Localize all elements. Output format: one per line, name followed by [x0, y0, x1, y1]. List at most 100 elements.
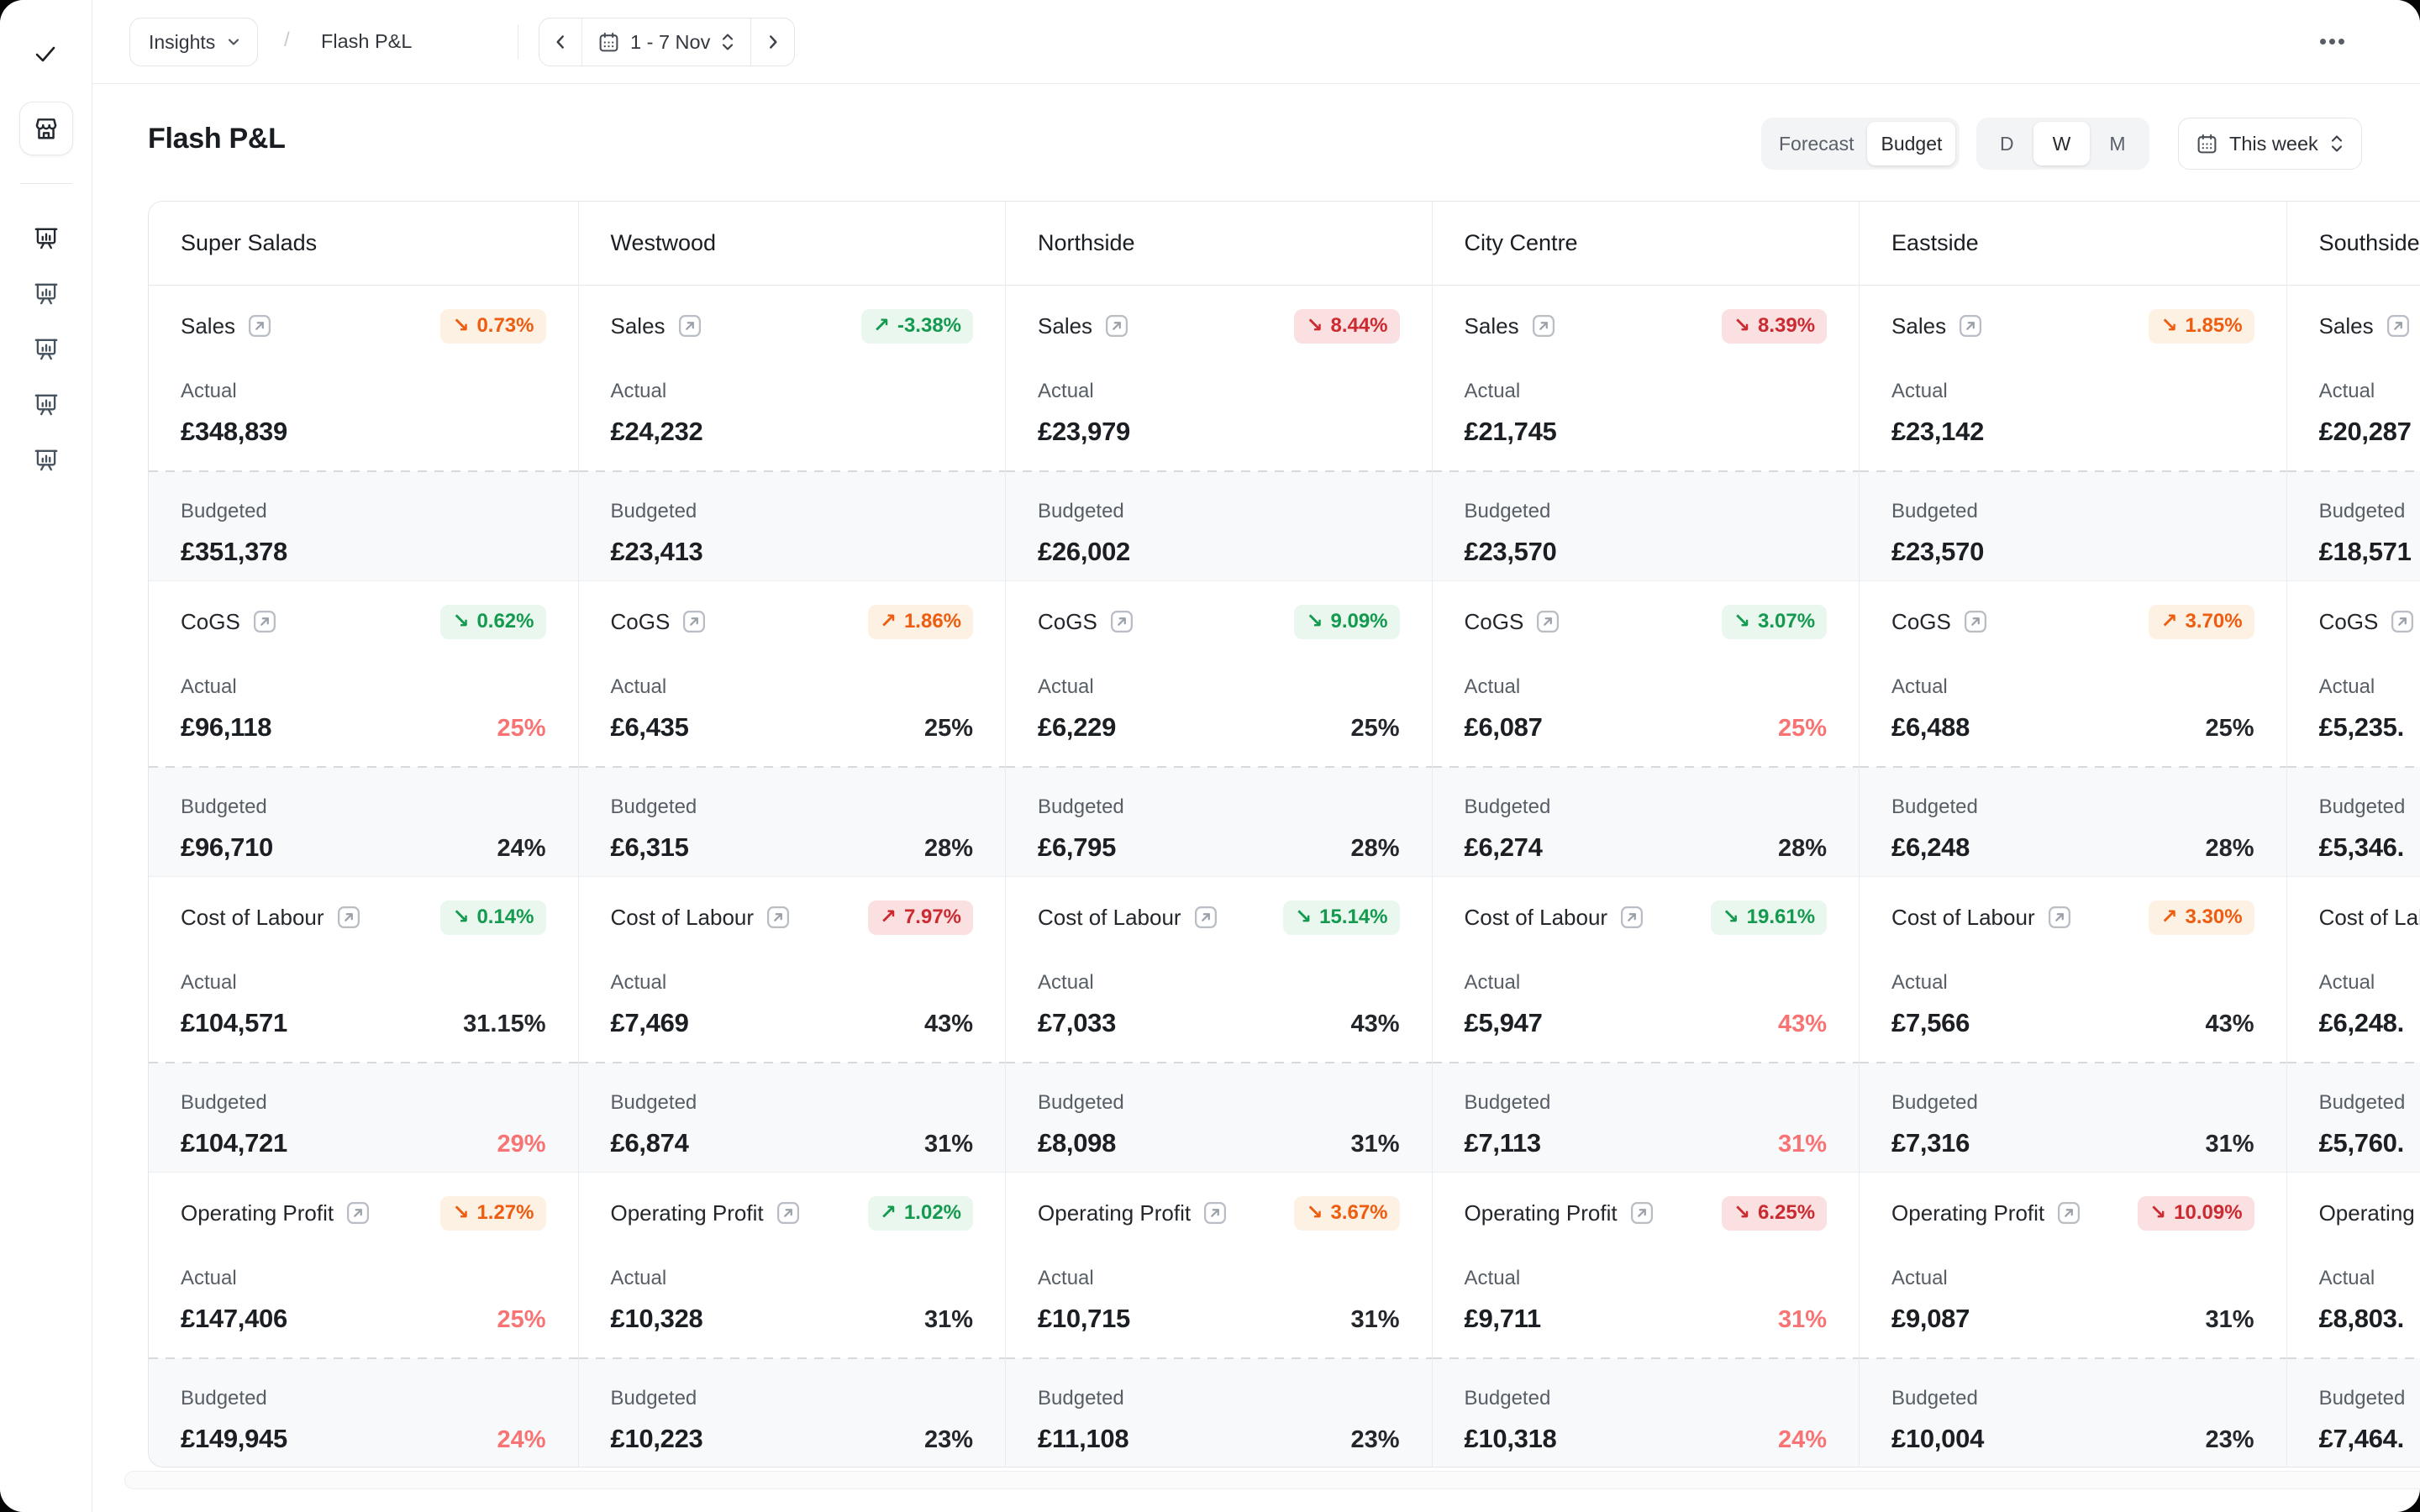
granularity-option-week[interactable]: W — [2033, 122, 2091, 165]
date-range-button[interactable]: 1 - 7 Nov — [582, 18, 750, 66]
prev-period-button[interactable] — [539, 18, 582, 66]
external-link-icon[interactable] — [247, 313, 272, 339]
metric-label: Operating Profit — [2318, 1200, 2420, 1226]
external-link-icon[interactable] — [2386, 313, 2411, 339]
metric-label: Operating Profit — [1464, 1200, 1618, 1226]
trend-badge: ↗ 3.70% — [2149, 604, 2254, 639]
dashed-divider — [1432, 766, 1860, 768]
external-link-icon[interactable] — [776, 1200, 801, 1226]
external-link-icon[interactable] — [1104, 313, 1129, 339]
sidebar-item-dashboard-4[interactable] — [32, 391, 60, 419]
budgeted-block: Budgeted £6,274 28% — [1432, 766, 1860, 876]
mode-option-forecast[interactable]: Forecast — [1779, 132, 1854, 155]
budgeted-label: Budgeted — [1038, 500, 1124, 522]
trend-value: 1.02% — [903, 1201, 962, 1224]
granularity-option-month[interactable]: M — [2109, 132, 2126, 155]
actual-label: Actual — [1038, 675, 1094, 698]
external-link-icon[interactable] — [1109, 609, 1134, 634]
budgeted-value: £6,795 — [1038, 832, 1117, 862]
budgeted-label: Budgeted — [2318, 500, 2406, 522]
budgeted-block: Budgeted £10,318 24% — [1432, 1357, 1860, 1467]
external-link-icon[interactable] — [2056, 1200, 2081, 1226]
external-link-icon[interactable] — [677, 313, 702, 339]
actual-value: £6,248. — [2318, 1008, 2405, 1037]
trend-badge: ↘ 8.44% — [1294, 308, 1400, 344]
trend-arrow-icon: ↗ — [879, 906, 897, 928]
trend-arrow-icon: ↗ — [872, 314, 890, 337]
metric-section: Operating Profit ↘ 1.27% Actual £147,406… — [149, 1173, 578, 1467]
actual-value: £24,232 — [610, 417, 703, 446]
budgeted-label: Budgeted — [181, 500, 267, 522]
actual-label: Actual — [610, 1267, 667, 1289]
sidebar-item-dashboard-1[interactable] — [32, 224, 60, 253]
next-period-button[interactable] — [750, 18, 794, 66]
trend-value: 8.39% — [1757, 314, 1816, 337]
external-link-icon[interactable] — [1619, 905, 1644, 930]
external-link-icon[interactable] — [1193, 905, 1218, 930]
store-column-header: City Centre — [1432, 202, 1860, 286]
external-link-icon[interactable] — [765, 905, 791, 930]
trend-arrow-icon: ↘ — [452, 906, 470, 928]
metric-section: Operating Profit ↘ 3.67% Actual £10,715 … — [1006, 1173, 1432, 1467]
budgeted-value: £10,223 — [610, 1424, 703, 1453]
breadcrumb-insights-dropdown[interactable]: Insights — [129, 18, 259, 66]
budgeted-block: Budgeted £6,874 31% — [578, 1062, 1006, 1172]
external-link-icon[interactable] — [1202, 1200, 1228, 1226]
period-selector[interactable]: This week — [2178, 118, 2362, 170]
store-name: Super Salads — [181, 230, 318, 255]
horizontal-scrollbar-track[interactable] — [124, 1471, 2420, 1489]
actual-pct: 43% — [2205, 1011, 2254, 1037]
metric-label: Sales — [1038, 312, 1093, 339]
actual-pct: 31% — [1350, 1306, 1400, 1333]
budgeted-value: £6,248 — [1891, 832, 1970, 862]
sidebar-item-store[interactable] — [19, 102, 73, 155]
dashed-divider — [1860, 1357, 2286, 1359]
budgeted-block: Budgeted £104,721 29% — [149, 1062, 578, 1172]
external-link-icon[interactable] — [2047, 905, 2072, 930]
actual-label: Actual — [1038, 971, 1094, 994]
metric-label: CoGS — [1464, 608, 1524, 634]
mode-option-budget[interactable]: Budget — [1867, 122, 1956, 165]
trend-badge: ↘ 3.67% — [1294, 1195, 1400, 1231]
metric-section: Cost of Labour ↘ 19.61% Actual £5,947 43… — [1432, 877, 1860, 1173]
more-options-button[interactable] — [2315, 34, 2349, 50]
actual-label: Actual — [1038, 380, 1094, 402]
sidebar-item-dashboard-5[interactable] — [32, 446, 60, 475]
store-column: Eastside Sales ↘ 1.85% Actual £23,142 Bu… — [1860, 202, 2287, 1467]
sidebar-item-dashboard-3[interactable] — [32, 335, 60, 364]
external-link-icon[interactable] — [681, 609, 707, 634]
granularity-option-day[interactable]: D — [2000, 132, 2014, 155]
trend-arrow-icon: ↘ — [1306, 314, 1323, 337]
trend-arrow-icon: ↘ — [452, 610, 470, 633]
metric-label: Cost of Labour — [1038, 904, 1181, 930]
budgeted-block: Budgeted £6,248 28% — [1860, 766, 2286, 876]
external-link-icon[interactable] — [2390, 609, 2415, 634]
budgeted-block: Budgeted £26,002 — [1006, 470, 1432, 580]
sidebar-item-dashboard-2[interactable] — [32, 280, 60, 308]
column-body: Sales Actual £20,287 Budgeted £18,571 Co… — [2286, 286, 2420, 1467]
dashed-divider — [1006, 1357, 1432, 1359]
period-label: This week — [2229, 132, 2318, 155]
metric-section: CoGS ↘ 3.07% Actual £6,087 25% Budgeted … — [1432, 581, 1860, 877]
external-link-icon[interactable] — [1958, 313, 1983, 339]
external-link-icon[interactable] — [1535, 609, 1560, 634]
budgeted-block: Budgeted £5,346. — [2286, 766, 2420, 876]
store-name: City Centre — [1464, 230, 1578, 255]
budgeted-pct: 31% — [1350, 1131, 1400, 1158]
external-link-icon[interactable] — [1531, 313, 1556, 339]
external-link-icon[interactable] — [1629, 1200, 1655, 1226]
external-link-icon[interactable] — [336, 905, 361, 930]
external-link-icon[interactable] — [252, 609, 277, 634]
budgeted-label: Budgeted — [610, 1091, 697, 1114]
granularity-toggle: D W M — [1976, 118, 2149, 170]
dashed-divider — [1860, 1062, 2286, 1063]
actual-label: Actual — [2318, 380, 2375, 402]
actual-value: £5,235. — [2318, 712, 2405, 742]
dashed-divider — [1432, 1062, 1860, 1063]
external-link-icon[interactable] — [345, 1200, 371, 1226]
metric-section: Sales ↘ 1.85% Actual £23,142 Budgeted £2… — [1860, 286, 2286, 581]
check-icon[interactable] — [32, 40, 59, 67]
actual-pct: 25% — [497, 715, 546, 742]
external-link-icon[interactable] — [1963, 609, 1988, 634]
